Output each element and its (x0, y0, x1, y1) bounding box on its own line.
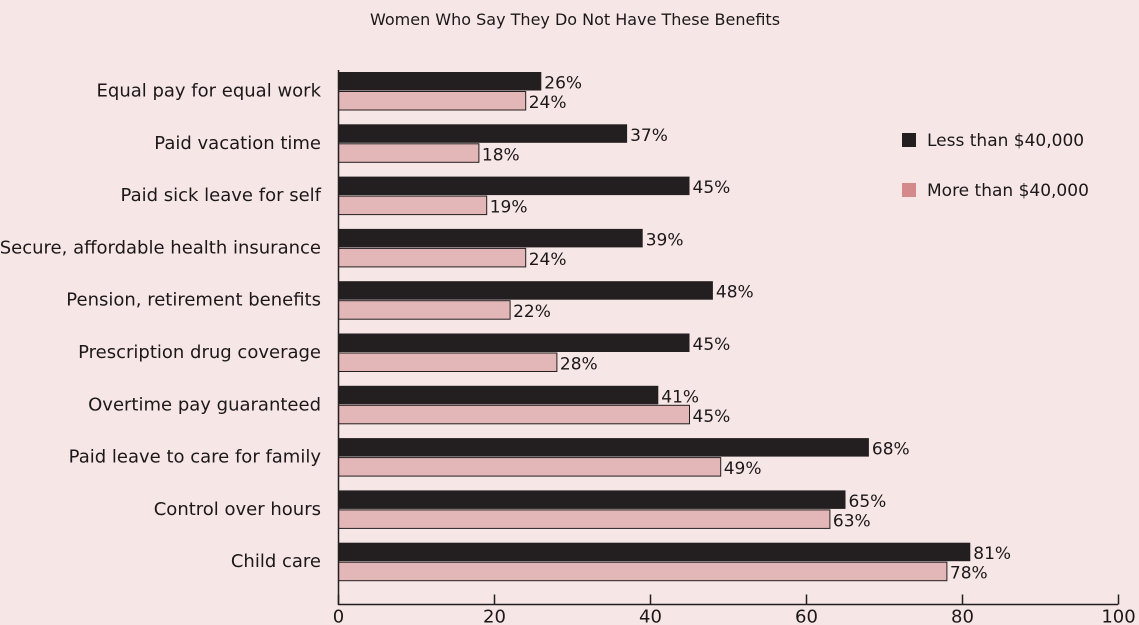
x-tick-label: 100 (1101, 607, 1135, 625)
value-label: 63% (833, 511, 871, 531)
value-label: 65% (849, 492, 887, 512)
bars (338, 72, 971, 582)
category-label: Secure, affordable health insurance (0, 237, 321, 258)
category-label: Paid leave to care for family (69, 447, 322, 468)
value-label: 48% (716, 283, 754, 303)
x-axis: 0 20 40 60 80 100 (333, 594, 1136, 625)
x-tick-label: 0 (333, 607, 344, 625)
bar-more-than-40k (338, 561, 948, 582)
bar-less-than-40k (338, 176, 690, 196)
legend-label: More than $40,000 (927, 181, 1089, 201)
legend: Less than $40,000 More than $40,000 (902, 131, 1089, 201)
bar-less-than-40k (338, 438, 869, 457)
category-label: Overtime pay guaranteed (88, 394, 321, 415)
bar-more-than-40k (338, 195, 488, 216)
bar-more-than-40k (338, 509, 831, 529)
category-label: Paid vacation time (154, 133, 321, 154)
bar-less-than-40k (338, 385, 659, 405)
value-label: 45% (693, 407, 731, 427)
bar-more-than-40k (338, 352, 558, 372)
bar-less-than-40k (338, 228, 643, 248)
x-tick-label: 60 (795, 607, 818, 625)
legend-swatch-less-than-40k (902, 133, 916, 147)
value-label: 41% (661, 387, 699, 407)
category-labels: Equal pay for equal work Paid vacation ti… (0, 81, 322, 573)
value-label: 24% (529, 250, 567, 270)
bar-less-than-40k (338, 124, 628, 143)
value-label: 24% (529, 93, 567, 113)
legend-label: Less than $40,000 (927, 131, 1084, 151)
value-label: 37% (630, 126, 668, 146)
value-label: 26% (544, 74, 582, 94)
value-label: 39% (646, 230, 684, 250)
chart-title: Women Who Say They Do Not Have These Ben… (370, 10, 780, 29)
legend-swatch-more-than-40k (902, 183, 916, 197)
bar-less-than-40k (338, 281, 713, 300)
bar-more-than-40k (338, 91, 527, 111)
category-label: Paid sick leave for self (121, 185, 322, 206)
category-label: Equal pay for equal work (97, 81, 322, 102)
bar-less-than-40k (338, 333, 690, 352)
bar-less-than-40k (338, 490, 846, 509)
value-label: 22% (513, 302, 551, 322)
x-tick-label: 40 (639, 607, 662, 625)
x-tick-label: 80 (951, 607, 974, 625)
bar-less-than-40k (338, 542, 971, 562)
bar-more-than-40k (338, 247, 527, 268)
category-label: Prescription drug coverage (78, 342, 321, 363)
category-label: Control over hours (154, 499, 321, 520)
category-label: Pension, retirement benefits (66, 290, 321, 311)
bar-less-than-40k (338, 72, 542, 91)
value-label: 49% (724, 459, 762, 479)
bar-more-than-40k (338, 457, 722, 477)
category-label: Child care (231, 551, 321, 572)
bar-more-than-40k (338, 143, 480, 163)
value-label: 19% (490, 198, 528, 218)
value-label: 28% (560, 355, 598, 375)
value-label: 68% (872, 440, 910, 460)
value-label: 45% (693, 335, 731, 355)
bar-more-than-40k (338, 404, 690, 425)
value-labels: 26%24%37%18%45%19%39%24%48%22%45%28%41%4… (482, 74, 1011, 584)
bar-more-than-40k (338, 300, 511, 320)
x-tick-label: 20 (483, 607, 506, 625)
value-label: 78% (950, 564, 988, 584)
value-label: 81% (973, 544, 1011, 564)
value-label: 45% (693, 178, 731, 198)
value-label: 18% (482, 145, 520, 165)
